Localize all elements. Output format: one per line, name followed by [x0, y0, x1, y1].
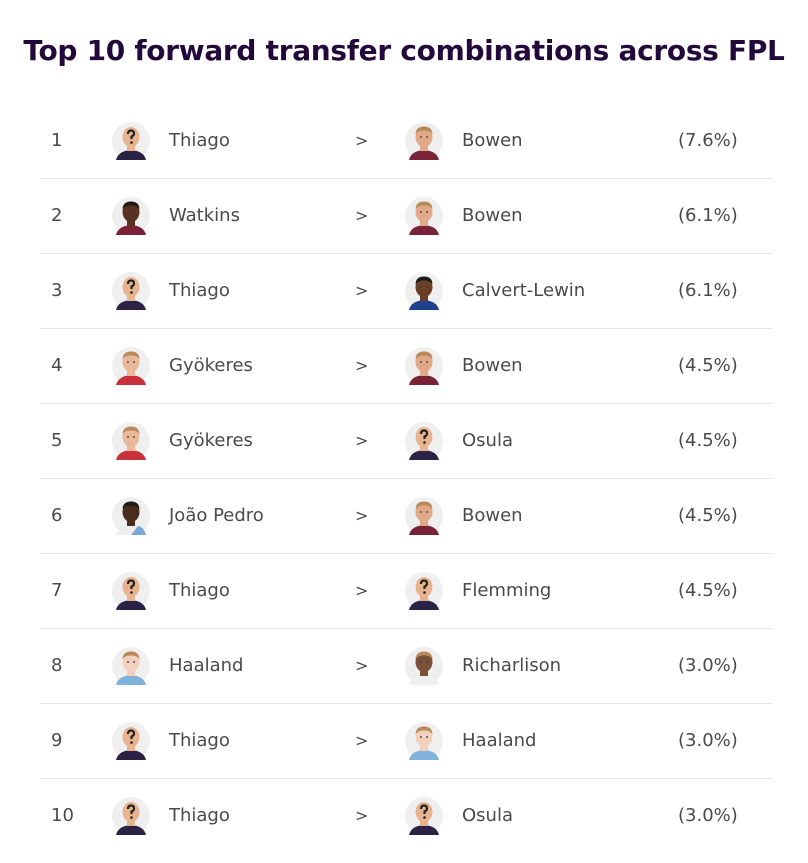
player-in: Osula [462, 805, 513, 826]
rank: 6 [51, 505, 63, 526]
table-row: 4 Gyökeres > Bowen (4.5%) [40, 328, 773, 403]
share: (6.1%) [678, 205, 738, 226]
player-in: Bowen [462, 205, 523, 226]
row-separator [40, 703, 773, 704]
player-out: Haaland [169, 655, 244, 676]
rank: 1 [51, 130, 63, 151]
player-in: Richarlison [462, 655, 562, 676]
row-separator [40, 553, 773, 554]
player-out: Thiago [169, 280, 230, 301]
table-row: 2 Watkins > Bowen (6.1%) [40, 178, 773, 253]
player-avatar [112, 347, 150, 385]
row-separator [40, 328, 773, 329]
player-avatar [112, 122, 150, 160]
share: (6.1%) [678, 280, 738, 301]
player-avatar [112, 797, 150, 835]
rank: 10 [51, 805, 74, 826]
share: (4.5%) [678, 430, 738, 451]
player-in: Osula [462, 430, 513, 451]
player-out: Watkins [169, 205, 240, 226]
rank: 8 [51, 655, 63, 676]
player-avatar [405, 422, 443, 460]
player-avatar [405, 572, 443, 610]
rank: 3 [51, 280, 63, 301]
player-out: Gyökeres [169, 430, 253, 451]
share: (4.5%) [678, 355, 738, 376]
table-row: 10 Thiago > Osula (3.0%) [40, 778, 773, 853]
arrow: > [355, 656, 369, 675]
share: (4.5%) [678, 505, 738, 526]
row-separator [40, 778, 773, 779]
player-avatar [405, 272, 443, 310]
arrow: > [355, 356, 369, 375]
arrow: > [355, 506, 369, 525]
player-avatar [112, 572, 150, 610]
player-in: Bowen [462, 355, 523, 376]
player-avatar [405, 197, 443, 235]
player-avatar [112, 272, 150, 310]
share: (3.0%) [678, 655, 738, 676]
arrow: > [355, 581, 369, 600]
rank: 5 [51, 430, 63, 451]
table-row: 1 Thiago > Bowen (7.6%) [40, 103, 773, 178]
player-avatar [112, 722, 150, 760]
table-row: 7 Thiago > Flemming (4.5%) [40, 553, 773, 628]
table-row: 9 Thiago > Haaland (3.0%) [40, 703, 773, 778]
table-row: 5 Gyökeres > Osula (4.5%) [40, 403, 773, 478]
player-avatar [112, 647, 150, 685]
player-avatar [405, 497, 443, 535]
share: (4.5%) [678, 580, 738, 601]
player-avatar [405, 647, 443, 685]
rank: 4 [51, 355, 63, 376]
share: (3.0%) [678, 730, 738, 751]
player-out: Gyökeres [169, 355, 253, 376]
player-avatar [112, 197, 150, 235]
player-out: Thiago [169, 805, 230, 826]
player-in: Haaland [462, 730, 537, 751]
player-avatar [112, 422, 150, 460]
player-in: Bowen [462, 505, 523, 526]
player-avatar [112, 497, 150, 535]
player-out: Thiago [169, 130, 230, 151]
player-avatar [405, 347, 443, 385]
player-out: Thiago [169, 580, 230, 601]
table-row: 8 Haaland > Richarlison (3.0%) [40, 628, 773, 703]
table-row: 3 Thiago > Calvert-Lewin (6.1%) [40, 253, 773, 328]
player-out: Thiago [169, 730, 230, 751]
player-in: Bowen [462, 130, 523, 151]
player-avatar [405, 722, 443, 760]
table-row: 6 João Pedro > Bowen (4.5%) [40, 478, 773, 553]
rank: 9 [51, 730, 63, 751]
share: (7.6%) [678, 130, 738, 151]
row-separator [40, 478, 773, 479]
title: Top 10 forward transfer combinations acr… [23, 34, 785, 67]
arrow: > [355, 131, 369, 150]
player-avatar [405, 122, 443, 160]
arrow: > [355, 431, 369, 450]
player-out: João Pedro [169, 505, 264, 526]
row-separator [40, 178, 773, 179]
share: (3.0%) [678, 805, 738, 826]
player-in: Flemming [462, 580, 552, 601]
arrow: > [355, 206, 369, 225]
row-separator [40, 253, 773, 254]
row-separator [40, 403, 773, 404]
arrow: > [355, 731, 369, 750]
row-separator [40, 628, 773, 629]
player-avatar [405, 797, 443, 835]
rank: 2 [51, 205, 63, 226]
arrow: > [355, 806, 369, 825]
player-in: Calvert-Lewin [462, 280, 586, 301]
rank: 7 [51, 580, 63, 601]
arrow: > [355, 281, 369, 300]
